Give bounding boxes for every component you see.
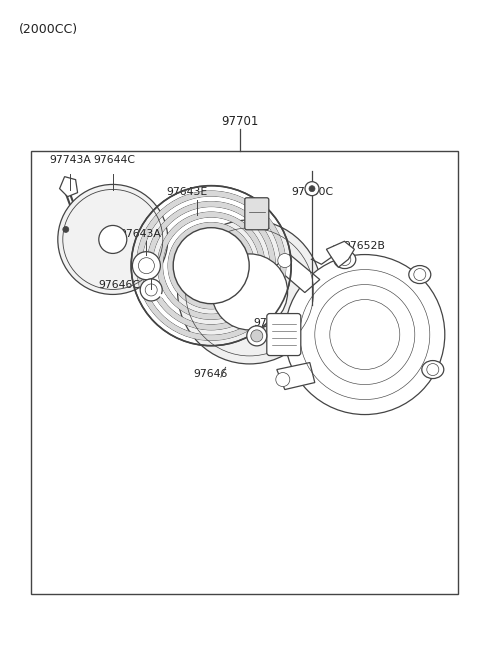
Circle shape <box>58 184 168 295</box>
Circle shape <box>247 326 267 346</box>
Circle shape <box>278 254 292 268</box>
Text: 97701: 97701 <box>221 115 259 128</box>
Circle shape <box>178 220 322 364</box>
Text: 97643E: 97643E <box>166 187 207 197</box>
Ellipse shape <box>422 361 444 379</box>
Text: (2000CC): (2000CC) <box>19 23 78 36</box>
Ellipse shape <box>334 251 356 268</box>
Circle shape <box>212 254 288 330</box>
Text: 97743A: 97743A <box>49 155 91 165</box>
Text: 97680C: 97680C <box>292 187 334 197</box>
Circle shape <box>63 226 69 232</box>
Polygon shape <box>275 255 320 293</box>
FancyBboxPatch shape <box>245 197 269 230</box>
Ellipse shape <box>409 266 431 283</box>
Bar <box>31 151 458 594</box>
Text: 97643A: 97643A <box>119 229 161 239</box>
Circle shape <box>145 284 157 296</box>
Circle shape <box>173 228 249 304</box>
Circle shape <box>339 254 351 266</box>
Circle shape <box>99 226 127 253</box>
Circle shape <box>285 255 445 415</box>
Circle shape <box>414 268 426 281</box>
Circle shape <box>276 373 290 386</box>
Text: 97644C: 97644C <box>94 155 136 165</box>
Circle shape <box>140 279 162 301</box>
Polygon shape <box>60 176 78 197</box>
FancyBboxPatch shape <box>267 314 301 356</box>
Circle shape <box>305 182 319 195</box>
Text: 97652B: 97652B <box>343 241 385 251</box>
Polygon shape <box>277 363 315 390</box>
Circle shape <box>138 258 155 274</box>
Circle shape <box>251 330 263 342</box>
Text: 97646C: 97646C <box>98 280 140 290</box>
Circle shape <box>132 252 160 279</box>
Circle shape <box>309 186 315 192</box>
Text: 97707C: 97707C <box>253 318 295 328</box>
Text: 97646: 97646 <box>193 369 228 379</box>
Circle shape <box>427 363 439 375</box>
Polygon shape <box>326 241 354 267</box>
